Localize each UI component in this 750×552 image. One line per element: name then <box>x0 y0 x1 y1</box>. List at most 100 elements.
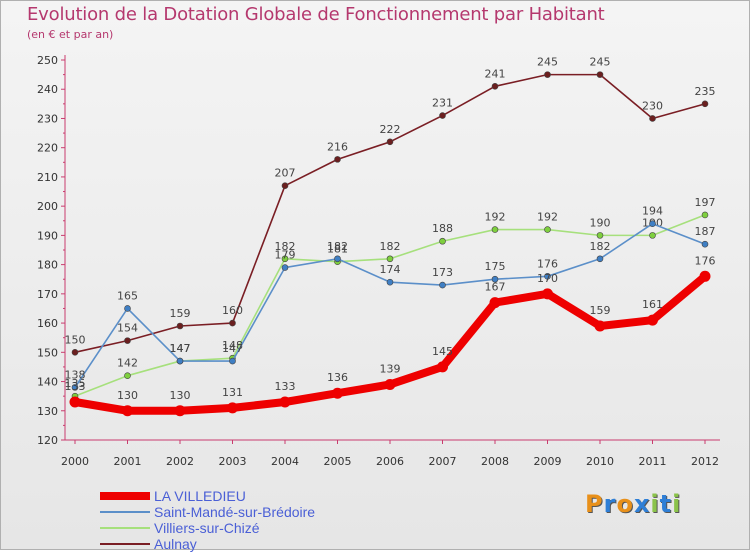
data-point-aulnay <box>124 337 131 344</box>
data-point-aulnay <box>334 156 341 163</box>
data-point-aulnay <box>71 349 79 356</box>
data-label-aulnay: 159 <box>170 307 191 320</box>
data-point-villiers-sur-chiz <box>701 211 709 219</box>
data-point-saint-mand-sur-br-doire <box>71 384 79 391</box>
data-point-la-villedieu <box>542 288 553 300</box>
data-label-saint-mand-sur-br-doire: 187 <box>695 225 716 238</box>
legend-swatch <box>100 527 150 529</box>
data-label-villiers-sur-chiz: 181 <box>327 243 348 256</box>
data-point-aulnay <box>544 71 551 78</box>
data-label-aulnay: 154 <box>117 322 138 335</box>
data-point-aulnay <box>386 138 394 146</box>
x-tick-label: 2002 <box>166 455 194 468</box>
x-tick-label: 2007 <box>429 455 457 468</box>
y-tick-label: 240 <box>37 83 58 96</box>
data-point-aulnay <box>281 182 289 189</box>
logo-letter: o <box>616 490 634 518</box>
x-tick-label: 2005 <box>324 455 352 468</box>
data-point-la-villedieu <box>647 314 658 326</box>
data-label-la-villedieu: 167 <box>485 281 506 294</box>
x-tick-label: 2006 <box>376 455 404 468</box>
logo-letter: x <box>633 490 651 518</box>
data-point-villiers-sur-chiz <box>491 226 499 233</box>
legend-swatch <box>100 492 150 500</box>
data-point-la-villedieu <box>489 297 501 309</box>
x-tick-label: 2012 <box>691 455 719 468</box>
data-label-villiers-sur-chiz: 182 <box>380 240 401 253</box>
data-label-saint-mand-sur-br-doire: 176 <box>537 257 558 270</box>
x-tick-label: 2010 <box>586 455 614 468</box>
data-label-saint-mand-sur-br-doire: 147 <box>222 342 243 355</box>
x-tick-label: 2003 <box>219 455 247 468</box>
data-label-aulnay: 216 <box>327 140 348 153</box>
data-point-aulnay <box>176 322 184 330</box>
logo-letter: i <box>672 490 682 518</box>
data-label-villiers-sur-chiz: 142 <box>117 357 138 370</box>
data-label-aulnay: 222 <box>380 123 401 136</box>
data-label-villiers-sur-chiz: 182 <box>275 240 296 253</box>
logo-letter: i <box>650 490 660 518</box>
data-point-saint-mand-sur-br-doire <box>229 357 236 365</box>
y-tick-label: 140 <box>37 376 58 389</box>
data-label-saint-mand-sur-br-doire: 175 <box>485 260 506 273</box>
data-point-aulnay <box>491 83 499 90</box>
data-label-aulnay: 231 <box>432 97 453 110</box>
y-tick-label: 190 <box>37 229 58 242</box>
data-point-saint-mand-sur-br-doire <box>439 281 446 289</box>
chart-title: Evolution de la Dotation Globale de Fonc… <box>27 4 605 25</box>
data-label-aulnay: 235 <box>695 85 716 98</box>
data-point-saint-mand-sur-br-doire <box>281 264 289 271</box>
data-label-saint-mand-sur-br-doire: 165 <box>117 289 138 302</box>
data-label-villiers-sur-chiz: 197 <box>695 196 716 209</box>
data-point-saint-mand-sur-br-doire <box>491 275 499 283</box>
y-tick-label: 250 <box>37 54 58 67</box>
x-tick-label: 2000 <box>61 455 89 468</box>
data-point-saint-mand-sur-br-doire <box>596 255 604 263</box>
data-label-aulnay: 245 <box>590 56 611 69</box>
y-tick-label: 160 <box>37 317 58 330</box>
data-point-la-villedieu <box>332 387 343 399</box>
x-tick-label: 2004 <box>271 455 299 468</box>
data-label-la-villedieu: 133 <box>275 380 296 393</box>
y-tick-label: 230 <box>37 112 58 125</box>
data-label-villiers-sur-chiz: 192 <box>485 211 506 224</box>
x-tick-label: 2008 <box>481 455 509 468</box>
data-label-saint-mand-sur-br-doire: 174 <box>380 263 401 276</box>
data-label-saint-mand-sur-br-doire: 179 <box>275 249 296 262</box>
legend-label: Saint-Mandé-sur-Brédoire <box>154 504 316 520</box>
data-point-saint-mand-sur-br-doire <box>176 357 184 365</box>
data-point-la-villedieu <box>174 405 186 417</box>
data-point-la-villedieu <box>227 402 238 414</box>
data-point-saint-mand-sur-br-doire <box>701 240 709 248</box>
data-label-saint-mand-sur-br-doire: 173 <box>432 266 453 279</box>
data-point-aulnay <box>649 115 656 122</box>
logo-letter: t <box>659 490 673 518</box>
y-tick-label: 130 <box>37 405 58 418</box>
data-point-villiers-sur-chiz <box>544 226 551 233</box>
data-label-aulnay: 160 <box>222 304 243 317</box>
logo-letter: r <box>603 490 617 518</box>
data-label-aulnay: 245 <box>537 56 558 69</box>
y-tick-label: 210 <box>37 171 58 184</box>
y-tick-label: 150 <box>37 346 58 359</box>
data-point-aulnay <box>701 100 709 108</box>
data-label-villiers-sur-chiz: 147 <box>170 342 191 355</box>
data-label-la-villedieu: 145 <box>432 345 453 358</box>
y-tick-label: 200 <box>37 200 58 213</box>
y-tick-label: 120 <box>37 434 58 447</box>
data-label-aulnay: 207 <box>275 167 296 180</box>
data-point-saint-mand-sur-br-doire <box>544 273 551 280</box>
y-tick-label: 170 <box>37 288 58 301</box>
data-point-la-villedieu <box>279 396 291 408</box>
x-tick-label: 2009 <box>534 455 562 468</box>
data-label-la-villedieu: 176 <box>695 254 716 267</box>
data-label-la-villedieu: 170 <box>537 272 558 285</box>
data-label-la-villedieu: 133 <box>65 380 86 393</box>
data-label-aulnay: 150 <box>65 333 86 346</box>
data-label-la-villedieu: 131 <box>222 386 243 399</box>
data-label-saint-mand-sur-br-doire: 138 <box>65 368 86 381</box>
legend-swatch <box>100 511 150 513</box>
data-label-saint-mand-sur-br-doire: 147 <box>170 342 191 355</box>
data-point-villiers-sur-chiz <box>281 255 289 263</box>
